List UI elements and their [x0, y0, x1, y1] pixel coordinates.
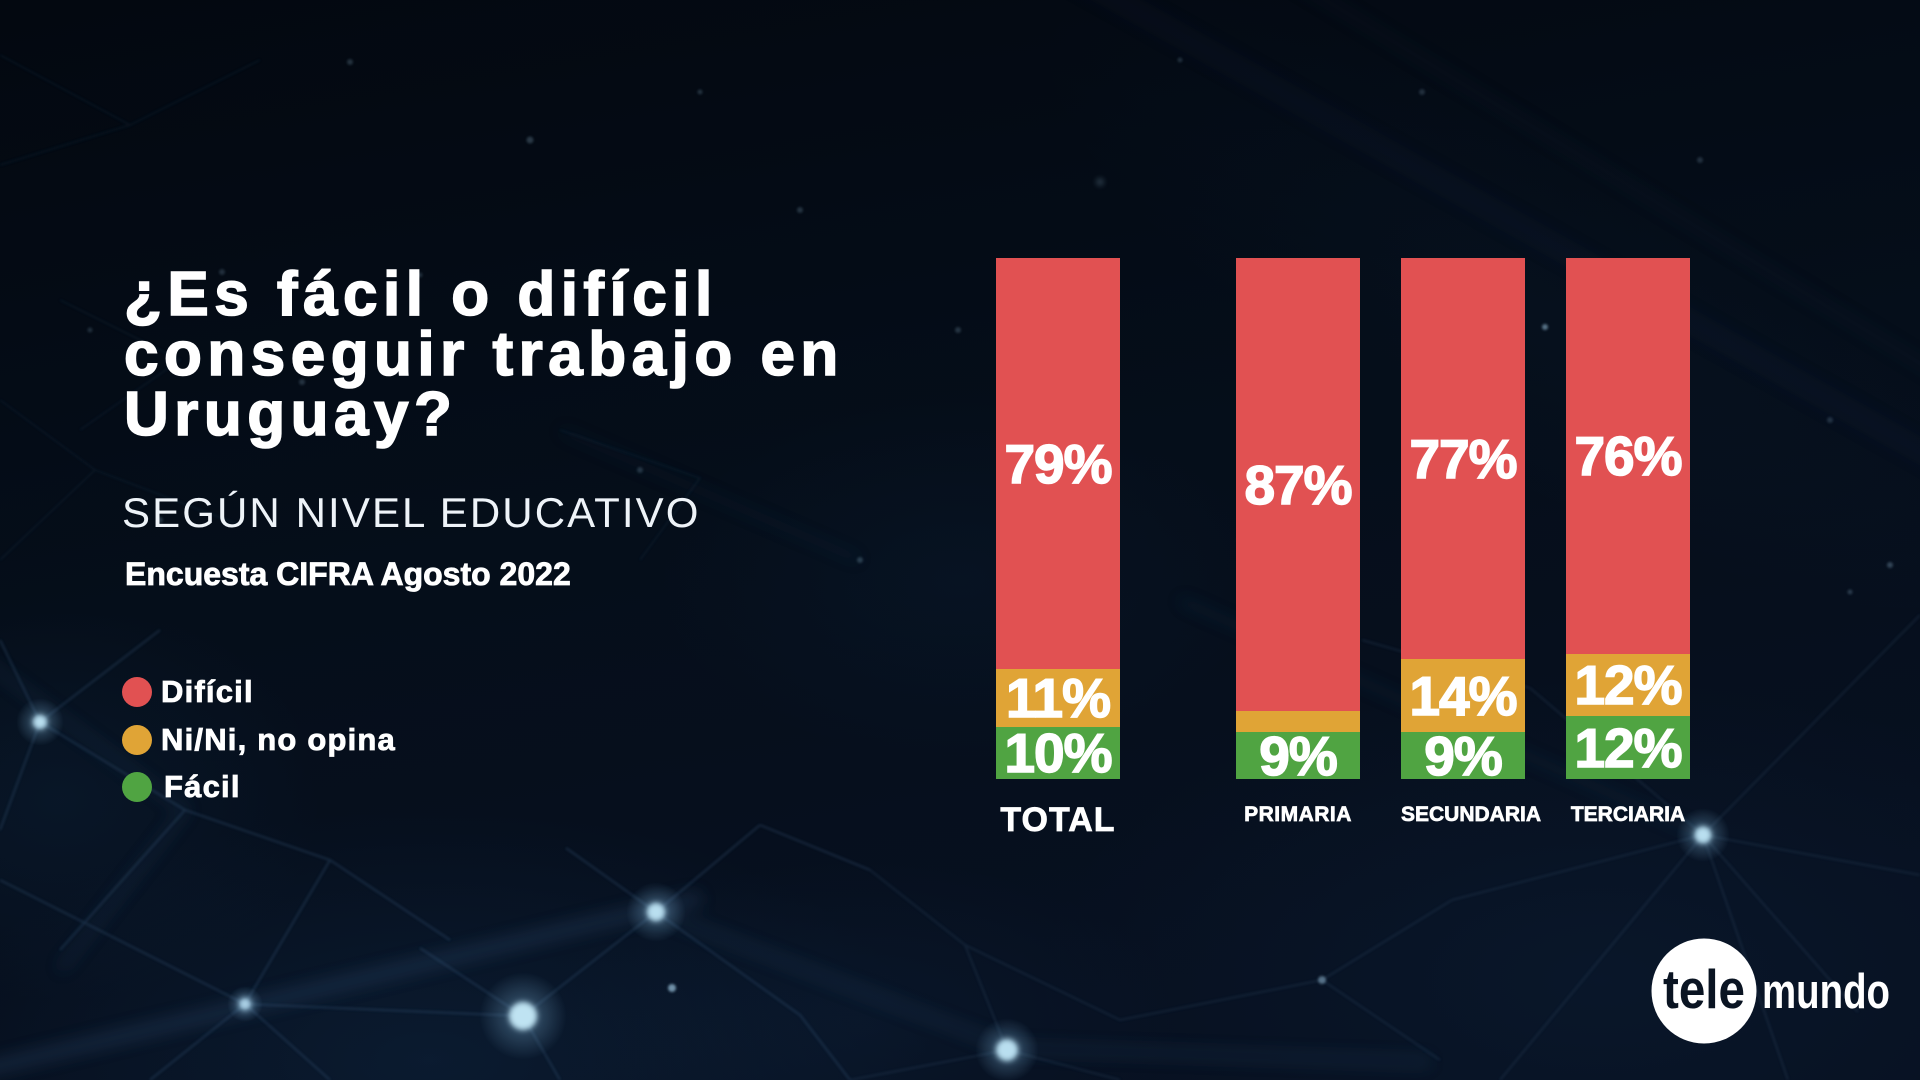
svg-text:mundo: mundo	[1762, 965, 1890, 1019]
svg-text:tele: tele	[1663, 958, 1745, 1020]
